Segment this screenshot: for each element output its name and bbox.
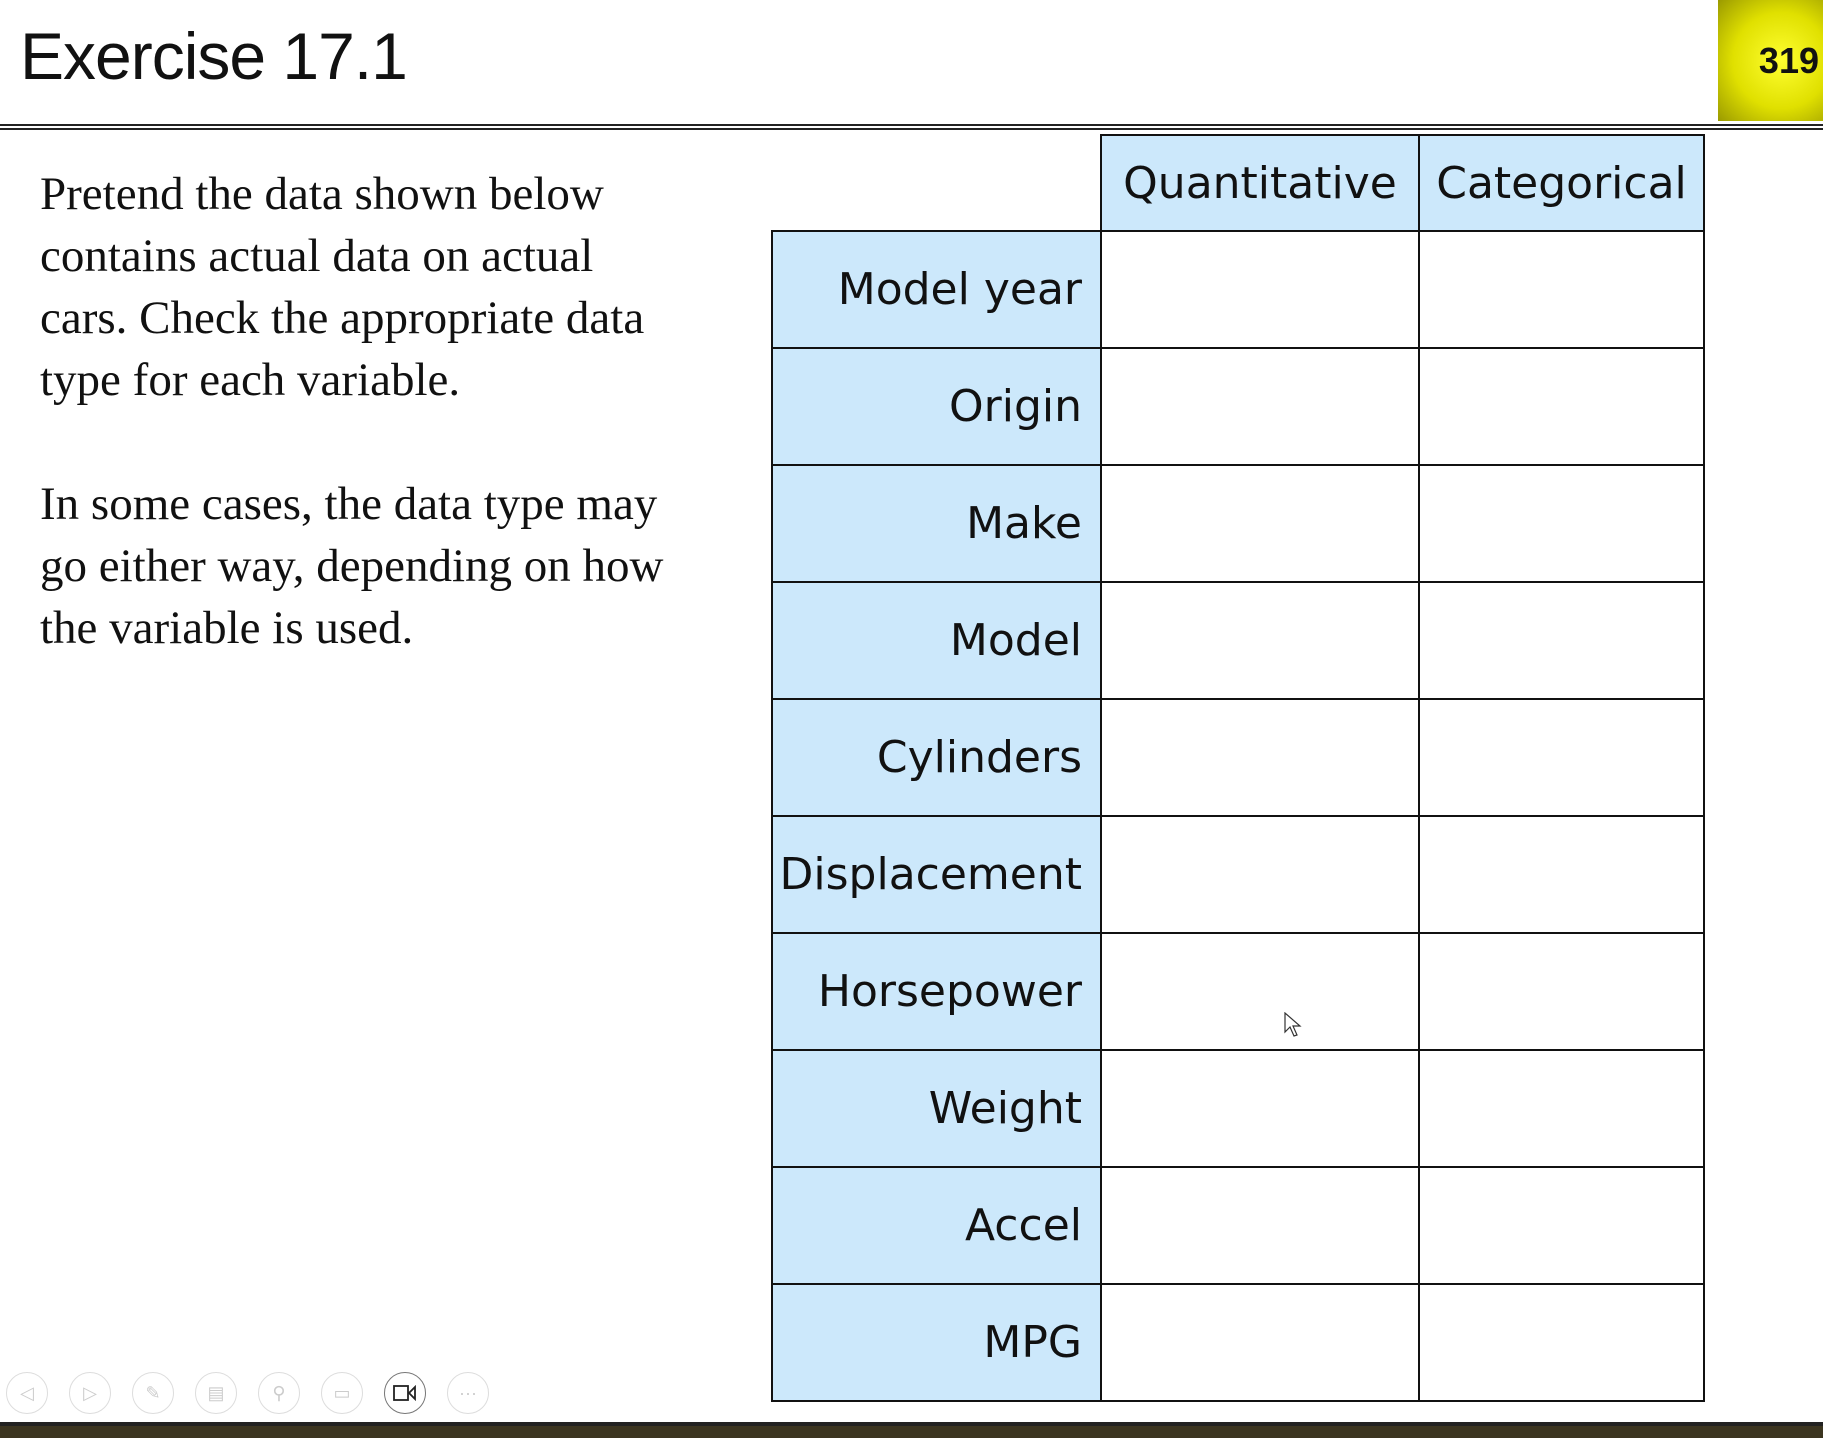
page-number: 319 [1758,39,1819,81]
quantitative-checkbox-cell[interactable] [1100,230,1420,349]
table-row: Accel [771,1166,1705,1285]
page-number-badge: 319 [1718,0,1823,121]
categorical-checkbox-cell[interactable] [1418,698,1705,817]
quantitative-checkbox-cell[interactable] [1100,347,1420,466]
categorical-checkbox-cell[interactable] [1418,230,1705,349]
quantitative-checkbox-cell[interactable] [1100,464,1420,583]
slide-title: Exercise 17.1 [20,19,408,93]
row-label: Model [771,581,1102,700]
more-icon[interactable]: ··· [447,1372,489,1414]
corner-cell [772,135,1101,232]
table-row: Make [771,464,1705,583]
table-row: Cylinders [771,698,1705,817]
categorical-checkbox-cell[interactable] [1418,1049,1705,1168]
quantitative-checkbox-cell[interactable] [1100,1049,1420,1168]
table-row: Weight [771,1049,1705,1168]
categorical-checkbox-cell[interactable] [1418,464,1705,583]
table-row: Displacement [771,815,1705,934]
row-label: MPG [771,1283,1102,1402]
data-type-table: Quantitative Categorical Model year Origi… [771,134,1705,1402]
presentation-toolbar: ◁ ▷ ✎ ▤ ⚲ ▭ ··· [6,1372,489,1414]
column-header: Quantitative [1100,134,1420,232]
zoom-icon[interactable]: ⚲ [258,1372,300,1414]
quantitative-checkbox-cell[interactable] [1100,932,1420,1051]
divider [0,128,1823,130]
taskbar-edge [0,1422,1823,1438]
previous-icon[interactable]: ◁ [6,1372,48,1414]
slides-icon[interactable]: ▤ [195,1372,237,1414]
categorical-checkbox-cell[interactable] [1418,1166,1705,1285]
row-label: Model year [771,230,1102,349]
table-row: MPG [771,1283,1705,1402]
row-label: Weight [771,1049,1102,1168]
quantitative-checkbox-cell[interactable] [1100,698,1420,817]
pen-icon[interactable]: ✎ [132,1372,174,1414]
quantitative-checkbox-cell[interactable] [1100,1283,1420,1402]
row-label: Cylinders [771,698,1102,817]
subtitles-icon[interactable]: ▭ [321,1372,363,1414]
next-icon[interactable]: ▷ [69,1372,111,1414]
row-label: Displacement [771,815,1102,934]
categorical-checkbox-cell[interactable] [1418,932,1705,1051]
table-row: Model year [771,230,1705,349]
row-label: Horsepower [771,932,1102,1051]
divider [0,124,1823,126]
instructions: Pretend the data shown below contains ac… [40,163,680,721]
camera-icon[interactable] [384,1372,426,1414]
quantitative-checkbox-cell[interactable] [1100,1166,1420,1285]
categorical-checkbox-cell[interactable] [1418,815,1705,934]
categorical-checkbox-cell[interactable] [1418,347,1705,466]
quantitative-checkbox-cell[interactable] [1100,815,1420,934]
categorical-checkbox-cell[interactable] [1418,581,1705,700]
table-row: Origin [771,347,1705,466]
mouse-cursor-icon [1284,1012,1302,1037]
row-label: Make [771,464,1102,583]
categorical-checkbox-cell[interactable] [1418,1283,1705,1402]
quantitative-checkbox-cell[interactable] [1100,581,1420,700]
column-header: Categorical [1418,134,1705,232]
paragraph: Pretend the data shown below contains ac… [40,168,645,406]
table-row: Horsepower [771,932,1705,1051]
paragraph: In some cases, the data type may go eith… [40,478,664,654]
table-row: Model [771,581,1705,700]
row-label: Accel [771,1166,1102,1285]
row-label: Origin [771,347,1102,466]
